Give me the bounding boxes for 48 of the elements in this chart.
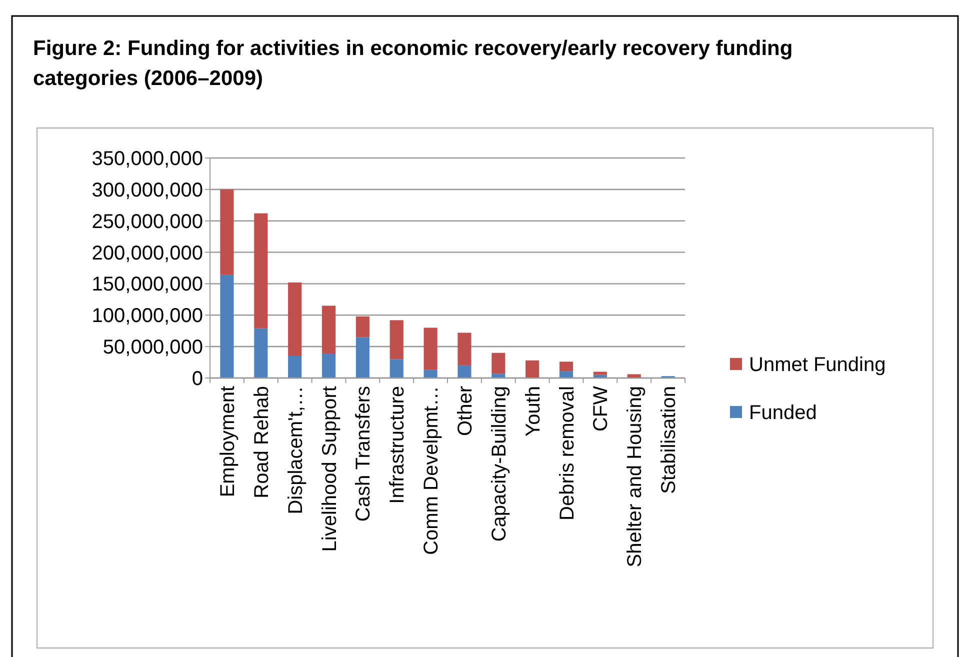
x-tick-label: Employment [216,386,239,498]
bar [424,328,438,370]
x-tick-label: Stabilisation [658,386,680,494]
y-tick-label: 100,000,000 [92,305,203,328]
y-tick-label: 0 [192,368,203,390]
bar [254,213,268,328]
bar [356,337,370,378]
y-tick-label: 200,000,000 [92,242,203,264]
x-tick-label: Shelter and Housing [624,386,646,568]
y-tick-label: 300,000,000 [92,179,203,202]
bar [322,306,336,354]
y-tick-label: 50,000,000 [102,336,203,359]
bar [288,356,302,378]
bar [390,359,404,378]
y-tick-label: 150,000,000 [92,274,203,296]
x-tick-label: Livelihood Support [318,386,341,552]
y-tick-label: 250,000,000 [92,210,203,233]
x-tick-label: Displacem't,… [284,386,307,514]
x-tick-label: Debris removal [556,386,578,520]
bar [559,371,574,378]
x-tick-label: Other [454,386,476,436]
bar [288,282,302,356]
x-tick-label: Cash Transfers [352,386,375,522]
bar [492,352,506,374]
x-tick-label: Comm Develpmt… [420,386,443,555]
bar [526,360,540,378]
bar [220,274,234,378]
bar [356,316,370,338]
bar [254,328,268,378]
bar [424,370,438,378]
x-tick-label: Road Rehab [250,386,273,498]
bar [559,362,574,372]
legend-label: Funded [749,402,817,424]
bar [492,374,506,378]
bar [390,320,404,360]
x-tick-label: CFW [590,386,612,432]
bar [458,332,472,366]
bar [593,372,607,375]
y-tick-label: 350,000,000 [92,148,203,170]
bar [458,365,472,378]
legend-label: Unmet Funding [749,354,886,376]
x-tick-label: Infrastructure [386,386,409,504]
x-tick-label: Youth [522,386,544,436]
bar [322,353,336,378]
bar [220,189,234,275]
chart-title: Figure 2: Funding for activities in economic recovery/early recovery funding categories (2006–2009) [33,37,793,90]
x-tick-label: Capacity-Building [488,386,510,542]
bar [627,374,641,378]
